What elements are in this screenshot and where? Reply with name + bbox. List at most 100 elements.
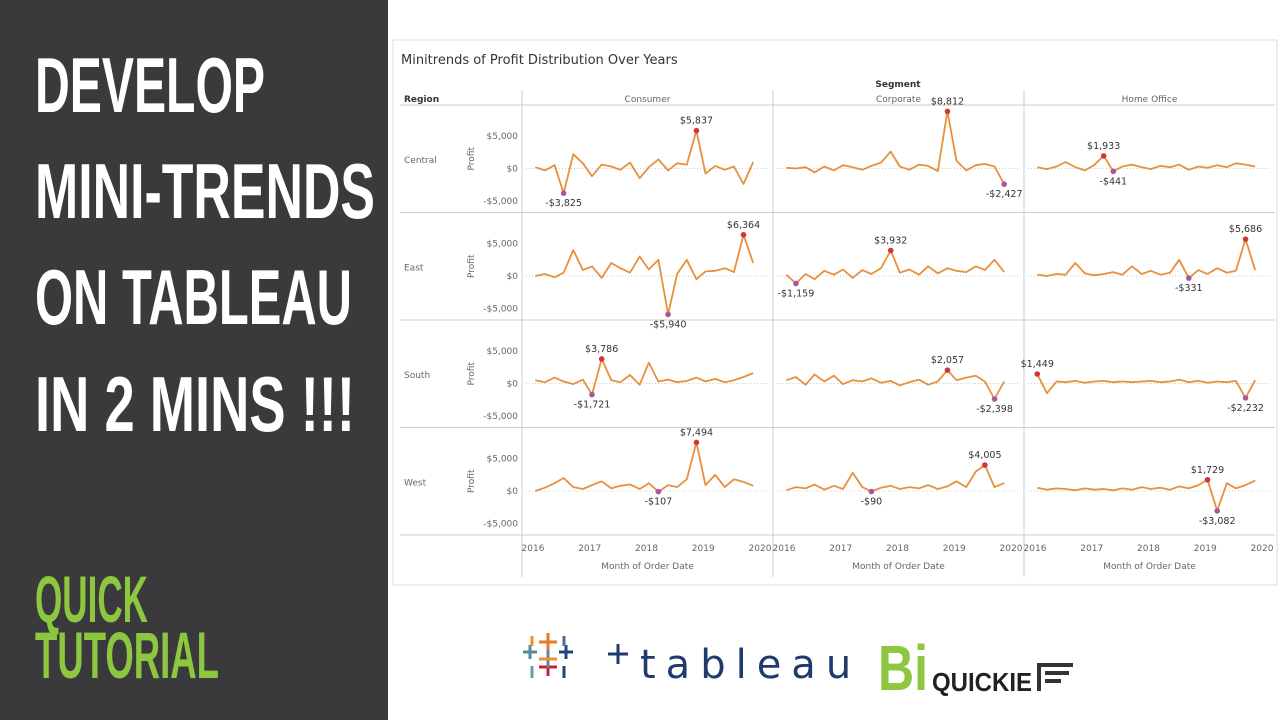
x-tick-label: 2019 bbox=[1194, 544, 1217, 554]
trend-line bbox=[786, 369, 1005, 400]
extreme-point bbox=[665, 311, 671, 318]
extreme-point bbox=[793, 280, 799, 287]
subtitle: TUTORIAL bbox=[35, 618, 219, 692]
data-label: -$331 bbox=[1175, 283, 1203, 294]
y-tick-label: $0 bbox=[507, 164, 519, 174]
data-label: $8,812 bbox=[931, 96, 964, 107]
y-tick-label: $5,000 bbox=[487, 132, 519, 142]
trend-line bbox=[786, 110, 1005, 185]
x-tick-label: 2018 bbox=[635, 544, 658, 554]
row-header: Region bbox=[404, 95, 439, 105]
column-label: Corporate bbox=[876, 95, 921, 105]
y-tick-label: $0 bbox=[507, 487, 519, 497]
extreme-point bbox=[693, 127, 700, 134]
extreme-point bbox=[1001, 181, 1007, 187]
data-label: -$3,825 bbox=[545, 198, 582, 209]
y-axis-title: Profit bbox=[467, 362, 477, 386]
data-label: $1,933 bbox=[1087, 141, 1120, 152]
tableau-wordmark: tableau bbox=[640, 642, 861, 688]
y-tick-label: $5,000 bbox=[487, 455, 519, 465]
x-tick-label: 2016 bbox=[773, 544, 796, 554]
x-axis-title: Month of Order Date bbox=[601, 562, 694, 572]
chart-title: Minitrends of Profit Distribution Over Y… bbox=[401, 53, 678, 68]
data-label: -$441 bbox=[1100, 176, 1128, 187]
extreme-point bbox=[1185, 275, 1192, 281]
column-label: Consumer bbox=[625, 95, 671, 105]
x-tick-label: 2017 bbox=[829, 544, 852, 554]
x-tick-label: 2017 bbox=[578, 544, 601, 554]
y-tick-label: -$5,000 bbox=[483, 412, 518, 422]
extreme-point bbox=[887, 247, 894, 254]
trend-line bbox=[785, 249, 1005, 285]
data-label: $6,364 bbox=[727, 220, 760, 231]
x-tick-label: 2018 bbox=[886, 544, 909, 554]
y-tick-label: $0 bbox=[507, 379, 519, 389]
y-tick-label: $0 bbox=[507, 272, 519, 282]
headline: ON TABLEAU bbox=[35, 253, 352, 341]
x-tick-label: 2018 bbox=[1137, 544, 1160, 554]
row-label: East bbox=[404, 264, 424, 274]
chart-frame bbox=[392, 39, 1278, 586]
y-tick-label: $5,000 bbox=[487, 347, 519, 357]
extreme-point bbox=[589, 391, 595, 398]
data-label: -$1,159 bbox=[778, 288, 815, 299]
extreme-point bbox=[740, 231, 747, 238]
extreme-point bbox=[1242, 236, 1249, 242]
column-header: Segment bbox=[875, 80, 921, 90]
data-label: $5,686 bbox=[1229, 224, 1262, 235]
data-label: $2,057 bbox=[931, 355, 964, 366]
extreme-point bbox=[868, 488, 875, 495]
data-label: -$90 bbox=[861, 497, 883, 508]
extreme-point bbox=[1242, 395, 1249, 401]
data-label: -$2,427 bbox=[986, 189, 1023, 200]
headline: IN 2 MINS !!! bbox=[35, 360, 355, 448]
x-tick-label: 2017 bbox=[1080, 544, 1103, 554]
headline: DEVELOP bbox=[35, 41, 265, 129]
extreme-point bbox=[655, 488, 662, 495]
data-label: $3,786 bbox=[585, 344, 618, 355]
x-tick-label: 2016 bbox=[522, 544, 545, 554]
row-label: Central bbox=[404, 156, 437, 166]
trend-line bbox=[1037, 238, 1257, 279]
data-label: -$3,082 bbox=[1199, 516, 1236, 527]
column-label: Home Office bbox=[1122, 95, 1178, 105]
y-tick-label: -$5,000 bbox=[483, 197, 518, 207]
data-label: -$5,940 bbox=[650, 319, 687, 330]
trend-line bbox=[786, 464, 1005, 493]
y-axis-title: Profit bbox=[467, 254, 477, 278]
y-axis-title: Profit bbox=[467, 147, 477, 171]
extreme-point bbox=[944, 367, 951, 373]
bi-logo: Bi bbox=[878, 632, 928, 704]
extreme-point bbox=[944, 108, 951, 115]
x-axis-title: Month of Order Date bbox=[852, 562, 945, 572]
data-label: $5,837 bbox=[680, 116, 713, 127]
tableau-logo bbox=[523, 633, 628, 678]
side-panel bbox=[0, 0, 388, 720]
y-tick-label: -$5,000 bbox=[483, 519, 518, 529]
extreme-point bbox=[991, 396, 998, 402]
headline: MINI-TRENDS bbox=[35, 147, 375, 235]
row-label: South bbox=[404, 371, 430, 381]
data-label: $3,932 bbox=[874, 236, 907, 247]
extreme-point bbox=[982, 462, 988, 468]
extreme-point bbox=[560, 190, 567, 197]
x-tick-label: 2020 bbox=[1000, 544, 1023, 554]
data-label: -$2,232 bbox=[1227, 403, 1264, 414]
x-tick-label: 2020 bbox=[749, 544, 772, 554]
data-label: -$2,398 bbox=[976, 404, 1013, 415]
trend-line bbox=[1036, 373, 1256, 399]
x-tick-label: 2020 bbox=[1251, 544, 1274, 554]
trend-line bbox=[535, 358, 754, 396]
extreme-point bbox=[598, 356, 605, 362]
trend-line bbox=[1037, 478, 1256, 512]
subtitle: QUICK bbox=[35, 562, 148, 636]
row-label: West bbox=[404, 479, 427, 489]
data-label: $7,494 bbox=[680, 427, 713, 438]
extreme-point bbox=[693, 439, 700, 446]
extreme-point bbox=[1110, 168, 1117, 175]
data-label: $4,005 bbox=[968, 450, 1001, 461]
x-axis-title: Month of Order Date bbox=[1103, 562, 1196, 572]
x-tick-label: 2016 bbox=[1024, 544, 1047, 554]
